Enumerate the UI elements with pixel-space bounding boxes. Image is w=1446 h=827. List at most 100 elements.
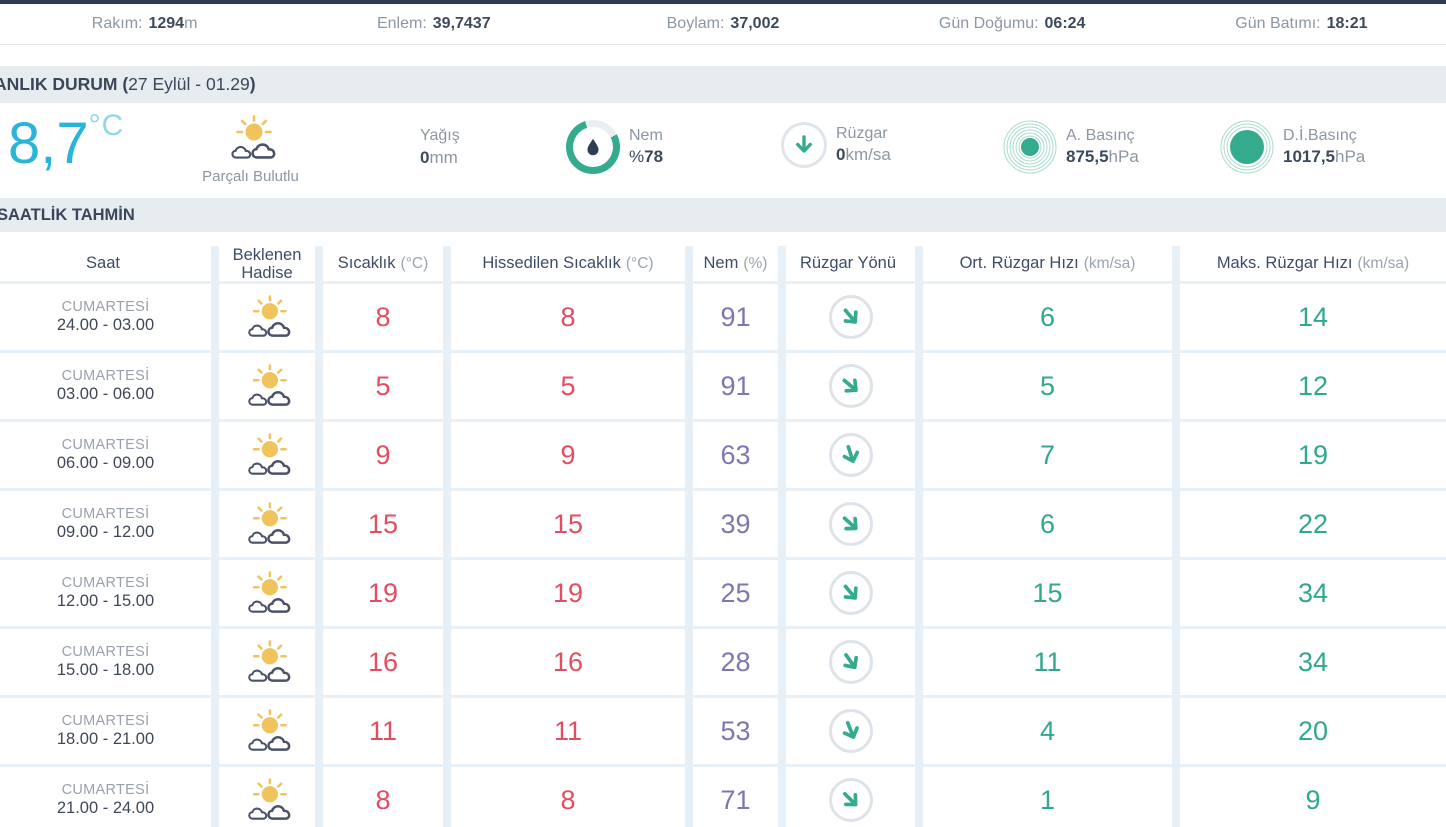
humidity-cell: 63 [693, 422, 778, 488]
humidity-value: 91 [720, 370, 751, 401]
stat-altitude-unit: m [184, 15, 198, 32]
stat-altitude-value: 1294 [148, 15, 185, 32]
temperature-value: 8 [375, 784, 391, 815]
time-range: 06.00 - 09.00 [56, 454, 155, 472]
sun-behind-clouds-icon [248, 433, 291, 475]
hour-cell: CUMARTESİ 12.00 - 15.00 [0, 560, 211, 626]
feels-like-value: 5 [560, 370, 576, 401]
day-label: CUMARTESİ [61, 368, 150, 384]
temperature-value: 19 [367, 577, 399, 608]
sun-behind-clouds-icon [248, 709, 291, 751]
max-wind-value: 14 [1297, 301, 1329, 332]
humidity-cell: 28 [693, 629, 778, 695]
time-range: 09.00 - 12.00 [56, 523, 155, 541]
hourly-forecast-header: SAATLİK TAHMİN [0, 198, 1446, 232]
sun-behind-clouds-icon [248, 295, 291, 337]
avg-wind-cell: 6 [923, 284, 1172, 350]
sea-level-pressure-metric: D.İ.Basınç 1017,5hPa [1220, 120, 1365, 174]
wind-direction-cell [786, 422, 915, 488]
humidity-gauge-icon [566, 120, 620, 174]
condition-cell [219, 422, 315, 488]
hour-cell: CUMARTESİ 24.00 - 03.00 [0, 284, 211, 350]
humidity-cell: 91 [693, 284, 778, 350]
wind-direction-icon [828, 709, 873, 753]
stat-latitude-value: 39,7437 [432, 15, 491, 32]
avg-wind-value: 6 [1039, 508, 1056, 539]
feels-like-cell: 8 [451, 284, 685, 350]
stat-sunset-label: Gün Batımı: [1235, 15, 1321, 32]
feels-like-value: 15 [552, 508, 584, 539]
avg-wind-value: 15 [1032, 577, 1063, 608]
sun-behind-clouds-icon [248, 778, 291, 820]
sea-level-pressure-unit: hPa [1335, 147, 1366, 167]
sun-behind-clouds-icon [248, 364, 291, 406]
stat-latitude: Enlem: 39,7437 [289, 15, 578, 33]
table-spacer [0, 232, 1446, 246]
temperature-value: 8 [375, 301, 391, 332]
current-conditions-title: ANLIK DURUM (27 Eylül - 01.29) [0, 74, 256, 94]
temperature-value: 5 [375, 370, 391, 401]
wind-direction-icon [828, 778, 873, 822]
temperature-value: 9 [375, 439, 391, 470]
hourly-forecast-title: SAATLİK TAHMİN [0, 205, 135, 224]
max-wind-value: 34 [1297, 646, 1329, 677]
wind-arrow-icon [837, 580, 862, 605]
temperature-cell: 11 [323, 698, 443, 764]
hour-cell: CUMARTESİ 03.00 - 06.00 [0, 353, 211, 419]
avg-wind-cell: 6 [923, 491, 1172, 557]
feels-like-value: 9 [560, 439, 576, 470]
sun-behind-clouds-icon [248, 640, 291, 682]
precipitation-metric: Yağış 0mm [420, 125, 460, 170]
humidity-metric: Nem %78 [566, 120, 663, 174]
time-range: 03.00 - 06.00 [56, 385, 155, 403]
feels-like-cell: 8 [451, 767, 685, 827]
wind-direction-icon [828, 295, 873, 339]
wind-arrow-icon [839, 442, 861, 466]
humidity-cell: 25 [693, 560, 778, 626]
wind-value: 0 [836, 145, 846, 165]
temperature-cell: 16 [323, 629, 443, 695]
sun-behind-clouds-icon [230, 115, 275, 159]
column-header: Hissedilen Sıcaklık (°C) [451, 246, 685, 281]
precipitation-value: 0 [420, 147, 430, 167]
wind-direction-icon [828, 502, 873, 546]
condition-cell [219, 284, 315, 350]
stat-longitude-label: Boylam: [666, 15, 725, 32]
condition-cell [219, 491, 315, 557]
condition-cell [219, 560, 315, 626]
wind-arrow-icon [839, 718, 862, 742]
max-wind-cell: 12 [1180, 353, 1446, 419]
time-range: 15.00 - 18.00 [56, 661, 155, 679]
water-drop-icon [587, 138, 599, 156]
wind-direction-icon [781, 122, 827, 168]
wind-direction-icon [828, 571, 873, 615]
stat-longitude: Boylam: 37,002 [578, 15, 867, 33]
column-header: Rüzgar Yönü [786, 246, 915, 281]
time-range: 12.00 - 15.00 [56, 592, 155, 610]
temperature-value: 16 [367, 646, 399, 677]
day-label: CUMARTESİ [61, 713, 150, 729]
max-wind-value: 22 [1297, 508, 1329, 539]
wind-metric: Rüzgar 0km/sa [781, 122, 891, 168]
avg-wind-cell: 5 [923, 353, 1172, 419]
humidity-label: Nem [629, 126, 663, 144]
humidity-value: 28 [720, 646, 751, 677]
day-label: CUMARTESİ [61, 782, 150, 798]
sun-behind-clouds-icon [248, 502, 291, 544]
current-conditions-header: ANLIK DURUM (27 Eylül - 01.29) [0, 66, 1446, 103]
stat-sunset: Gün Batımı: 18:21 [1157, 15, 1446, 33]
max-wind-cell: 9 [1180, 767, 1446, 827]
day-label: CUMARTESİ [61, 437, 150, 453]
current-conditions-date: 27 Eylül - 01.29 [128, 74, 250, 94]
humidity-value: 39 [720, 508, 751, 539]
wind-direction-icon [828, 364, 873, 408]
max-wind-cell: 22 [1180, 491, 1446, 557]
forecast-table: Saat Beklenen Hadise Sıcaklık (°C) Hissed… [0, 246, 1446, 827]
condition-cell [219, 629, 315, 695]
arrow-down-icon [796, 135, 812, 153]
current-condition: Parçalı Bulutlu [178, 115, 323, 185]
precipitation-label: Yağış [420, 127, 460, 144]
column-header: Beklenen Hadise [219, 246, 315, 282]
feels-like-cell: 5 [451, 353, 685, 419]
wind-direction-cell [786, 491, 915, 557]
